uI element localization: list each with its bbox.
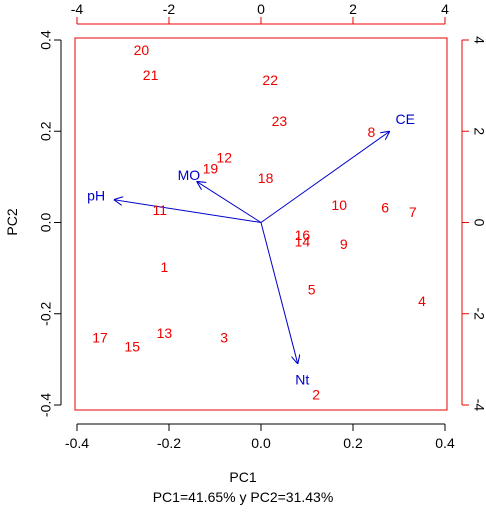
score-label: 18 (258, 170, 274, 186)
score-label: 17 (92, 330, 108, 346)
score-label: 10 (331, 197, 347, 213)
score-label: 7 (409, 204, 417, 220)
right-tick-label: 0 (471, 219, 486, 227)
score-label: 12 (216, 149, 232, 165)
score-label: 23 (272, 113, 288, 129)
score-label: 4 (418, 293, 426, 309)
y-tick-label: -0.2 (38, 301, 54, 325)
score-label: 6 (381, 200, 389, 216)
x-tick-label: -0.4 (65, 435, 89, 451)
variance-subtitle: PC1=41.65% y PC2=31.43% (152, 489, 334, 505)
top-tick-label: 0 (257, 1, 265, 17)
score-label: 3 (220, 330, 228, 346)
y-tick-label: 0.4 (38, 30, 54, 50)
loading-arrow-ce (260, 131, 390, 223)
score-label: 1 (161, 259, 169, 275)
loading-label-ce: CE (396, 111, 415, 127)
score-label: 22 (262, 72, 278, 88)
top-tick-label: -2 (163, 1, 176, 17)
score-label: 9 (340, 236, 348, 252)
x-tick-label: 0.0 (251, 435, 271, 451)
right-tick-label: 2 (471, 127, 486, 135)
right-tick-label: 4 (471, 36, 486, 44)
score-label: 13 (157, 325, 173, 341)
score-label: 21 (143, 67, 159, 83)
x-tick-label: 0.2 (343, 435, 363, 451)
score-label: 16 (295, 227, 311, 243)
loading-label-nt: Nt (295, 372, 309, 388)
score-label: 8 (368, 124, 376, 140)
loading-arrow-mo (197, 181, 262, 223)
right-tick-label: -4 (471, 399, 486, 412)
y-tick-label: -0.4 (38, 393, 54, 417)
score-label: 19 (203, 161, 219, 177)
y-tick-label: 0.2 (38, 121, 54, 141)
score-label: 15 (124, 339, 140, 355)
score-label: 14 (295, 234, 311, 250)
plot-frame (74, 37, 448, 411)
x-tick-label: -0.2 (157, 435, 181, 451)
top-tick-label: 4 (441, 1, 449, 17)
y-tick-label: 0.0 (38, 213, 54, 233)
loading-arrow-ph (114, 200, 262, 223)
score-label: 20 (134, 42, 150, 58)
x-tick-label: 0.4 (435, 435, 455, 451)
loading-label-mo: MO (178, 167, 201, 183)
right-tick-label: -2 (471, 308, 486, 321)
top-tick-label: -4 (71, 1, 84, 17)
loading-label-ph: pH (87, 188, 105, 204)
top-tick-label: 2 (349, 1, 357, 17)
loading-arrow-nt (260, 222, 298, 364)
score-label: 2 (312, 387, 320, 403)
score-label: 5 (308, 282, 316, 298)
score-label: 11 (153, 202, 168, 218)
x-axis-title: PC1 (229, 469, 257, 485)
y-axis-title: PC2 (4, 208, 20, 236)
